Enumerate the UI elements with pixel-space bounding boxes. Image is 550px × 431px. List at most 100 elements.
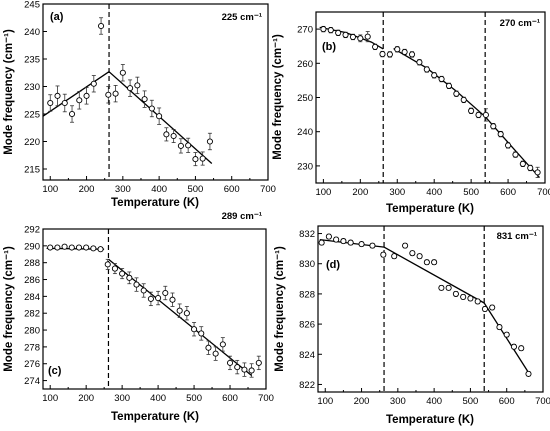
x-tick-label-a: 700: [260, 184, 276, 195]
data-point-a: [170, 132, 177, 140]
data-point-c: [219, 341, 226, 348]
data-point-c: [119, 270, 126, 277]
data-point-c: [140, 287, 147, 294]
y-tick-label-a: 220: [24, 137, 40, 148]
y-tick-label-d: 826: [299, 320, 315, 331]
ylabel-b: Mode frequency (cm⁻¹): [272, 34, 284, 160]
data-point-c: [155, 295, 162, 302]
ylabel-d: Mode frequency (cm⁻¹): [274, 246, 286, 372]
x-tick-label-b: 300: [389, 187, 405, 198]
data-point-b: [438, 75, 445, 83]
xlabel-b: Temperature (K): [386, 203, 474, 215]
x-tick-label-c: 200: [78, 393, 94, 404]
data-point-a: [47, 99, 54, 107]
data-point-c: [133, 281, 140, 288]
data-point-a: [54, 92, 61, 99]
data-point-a: [206, 138, 213, 145]
panel-tag-b: (b): [322, 41, 336, 53]
y-tick-label-b: 260: [297, 59, 313, 70]
x-tick-label-d: 600: [499, 396, 515, 407]
data-point-d: [467, 295, 474, 302]
x-tick-label-a: 500: [187, 184, 203, 195]
data-point-a: [61, 99, 68, 107]
data-point-b: [335, 29, 342, 36]
y-tick-label-c: 288: [24, 258, 40, 269]
panel-d: Mode frequency (cm⁻¹) Temperature (K) (d…: [274, 225, 550, 426]
data-point-b: [497, 131, 504, 138]
data-point-c: [255, 359, 262, 366]
data-point-d: [445, 284, 452, 291]
x-tick-label-b: 500: [463, 187, 479, 198]
x-tick-label-d: 100: [317, 396, 333, 407]
data-point-d: [452, 290, 459, 297]
data-point-d: [474, 298, 481, 305]
ylabel-a: Mode frequency (cm⁻¹): [3, 29, 15, 155]
x-tick-label-b: 400: [426, 187, 442, 198]
x-tick-label-c: 100: [42, 393, 58, 404]
data-point-a: [163, 131, 170, 138]
panel-b: Mode frequency (cm⁻¹) Temperature (K) (b…: [272, 11, 550, 215]
data-point-d: [423, 259, 430, 266]
y-tick-label-d: 822: [299, 380, 315, 391]
x-tick-label-b: 100: [315, 187, 331, 198]
panel-tag-a: (a): [50, 11, 64, 23]
data-point-d: [318, 239, 325, 246]
data-point-b: [357, 35, 364, 42]
ylabel-c: Mode frequency (cm⁻¹): [3, 246, 15, 372]
y-tick-label-a: 240: [24, 27, 40, 38]
data-point-c: [198, 330, 205, 337]
data-point-b: [401, 48, 408, 56]
mode-label-c: 289 cm⁻¹: [222, 211, 262, 222]
data-point-c: [126, 274, 133, 281]
y-tick-label-d: 832: [299, 229, 315, 240]
data-point-b: [327, 27, 334, 34]
data-point-b: [460, 96, 467, 103]
data-point-d: [503, 331, 510, 338]
panel-tag-c: (c): [48, 365, 62, 377]
data-point-c: [97, 246, 104, 253]
data-point-a: [119, 69, 126, 76]
x-tick-label-d: 500: [462, 396, 478, 407]
data-point-a: [112, 90, 119, 97]
data-point-b: [445, 82, 453, 89]
data-point-c: [61, 243, 68, 250]
data-point-c: [162, 289, 169, 297]
data-point-b: [519, 160, 526, 167]
data-point-c: [111, 265, 118, 272]
x-tick-label-d: 700: [535, 396, 550, 407]
fit-line-d: [483, 302, 531, 376]
x-tick-label-a: 300: [115, 184, 131, 195]
data-point-a: [98, 22, 105, 30]
x-tick-label-b: 700: [537, 187, 550, 198]
x-tick-label-d: 300: [390, 396, 406, 407]
panel-c: Mode frequency (cm⁻¹) Temperature (K) (c…: [3, 211, 274, 423]
data-point-c: [183, 310, 190, 317]
data-point-b: [386, 51, 393, 58]
data-point-d: [358, 241, 365, 248]
data-point-c: [47, 244, 54, 251]
x-tick-label-c: 300: [114, 393, 130, 404]
y-tick-label-c: 274: [24, 376, 40, 387]
data-point-b: [320, 26, 327, 33]
data-point-a: [156, 113, 163, 120]
x-tick-label-a: 100: [42, 184, 58, 195]
data-point-c: [226, 359, 234, 366]
data-point-a: [177, 142, 184, 149]
data-point-b: [512, 151, 519, 158]
data-point-c: [83, 244, 90, 251]
data-point-c: [191, 326, 198, 333]
y-tick-label-c: 292: [24, 225, 40, 236]
data-point-d: [409, 250, 416, 257]
data-point-b: [453, 90, 460, 97]
xlabel-c: Temperature (K): [111, 411, 199, 423]
data-point-a: [127, 85, 134, 92]
data-point-d: [380, 251, 387, 258]
data-point-d: [325, 233, 332, 240]
panel-a: Mode frequency (cm⁻¹) Temperature (K) (a…: [3, 0, 276, 209]
data-point-a: [185, 142, 192, 149]
y-tick-label-d: 830: [299, 259, 315, 270]
data-point-c: [234, 364, 241, 371]
x-tick-label-a: 200: [79, 184, 95, 195]
data-point-b: [423, 66, 430, 73]
